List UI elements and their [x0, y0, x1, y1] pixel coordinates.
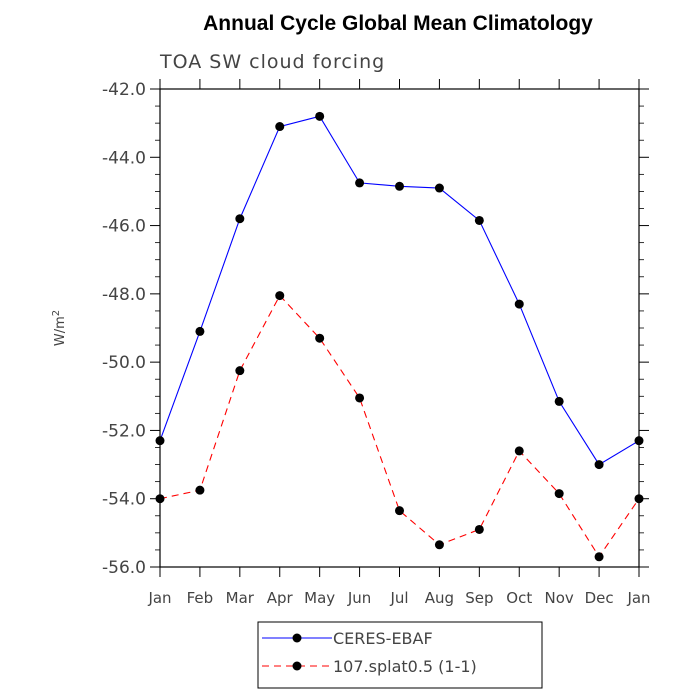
legend-marker-ceres — [292, 633, 302, 643]
y-tick-label: -46.0 — [102, 217, 146, 237]
series-line-1 — [159, 294, 640, 558]
data-point-0 — [275, 122, 285, 132]
x-tick-label: Jul — [389, 589, 408, 607]
legend-label-ceres: CERES-EBAF — [333, 629, 433, 648]
data-point-1 — [554, 489, 564, 499]
x-tick-label: Feb — [187, 589, 214, 607]
legend-marker-model — [292, 661, 302, 671]
x-tick-label: Aug — [425, 589, 454, 607]
data-point-1 — [275, 291, 285, 301]
data-point-1 — [514, 446, 524, 456]
y-tick-label: -44.0 — [102, 148, 146, 168]
legend-label-model: 107.splat0.5 (1-1) — [333, 657, 477, 676]
y-tick-label: -54.0 — [102, 490, 146, 510]
x-tick-label: May — [304, 589, 335, 607]
data-point-1 — [634, 494, 644, 504]
data-point-0 — [315, 111, 325, 121]
series-layer — [155, 111, 644, 562]
x-tick-label: Mar — [226, 589, 255, 607]
data-point-0 — [155, 436, 165, 446]
y-axis-label-base: W/m — [53, 316, 68, 346]
data-point-0 — [235, 214, 245, 224]
data-point-0 — [355, 178, 365, 188]
data-point-0 — [554, 396, 564, 406]
y-tick-label: -48.0 — [102, 285, 146, 305]
y-tick-label: -52.0 — [102, 421, 146, 441]
plot-area — [159, 88, 640, 568]
axes: -42.0 -44.0 -46.0 -48.0 -50.0 -52.0 -54.0 -56.0… — [102, 79, 651, 607]
data-point-1 — [395, 506, 404, 516]
x-tick-label: Dec — [585, 589, 614, 607]
data-point-0 — [594, 460, 604, 470]
x-tick-label: Jun — [347, 589, 371, 607]
data-point-0 — [514, 299, 524, 309]
data-point-0 — [195, 326, 205, 336]
chart-title: Annual Cycle Global Mean Climatology — [203, 12, 593, 35]
data-point-1 — [315, 333, 325, 343]
x-tick-label: Sep — [465, 589, 493, 607]
data-point-1 — [434, 540, 444, 550]
y-axis-label: W/m2 — [51, 310, 68, 346]
data-point-0 — [434, 183, 444, 193]
data-point-0 — [395, 181, 404, 191]
chart-subtitle: TOA SW cloud forcing — [159, 51, 385, 73]
x-tick-label: Apr — [267, 589, 294, 607]
data-point-1 — [155, 494, 165, 504]
data-point-1 — [195, 485, 205, 495]
y-axis-label-superscript: 2 — [51, 310, 62, 316]
x-tick-label: Nov — [545, 589, 574, 607]
legend: CERES-EBAF 107.splat0.5 (1-1) — [257, 621, 543, 689]
data-point-1 — [355, 393, 365, 403]
series-line-0 — [159, 115, 640, 466]
y-tick-label: -50.0 — [102, 353, 146, 373]
data-point-1 — [594, 552, 604, 562]
data-point-1 — [474, 524, 484, 534]
y-tick-label: -42.0 — [102, 80, 146, 100]
x-tick-label: Jan — [147, 589, 171, 607]
plot-frame — [159, 88, 640, 568]
data-point-1 — [235, 366, 245, 376]
data-point-0 — [474, 215, 484, 225]
data-point-0 — [634, 436, 644, 446]
x-tick-label: Oct — [506, 589, 532, 607]
y-tick-label: -56.0 — [102, 558, 146, 578]
legend-box — [257, 621, 543, 689]
x-tick-label: Jan — [626, 589, 650, 607]
